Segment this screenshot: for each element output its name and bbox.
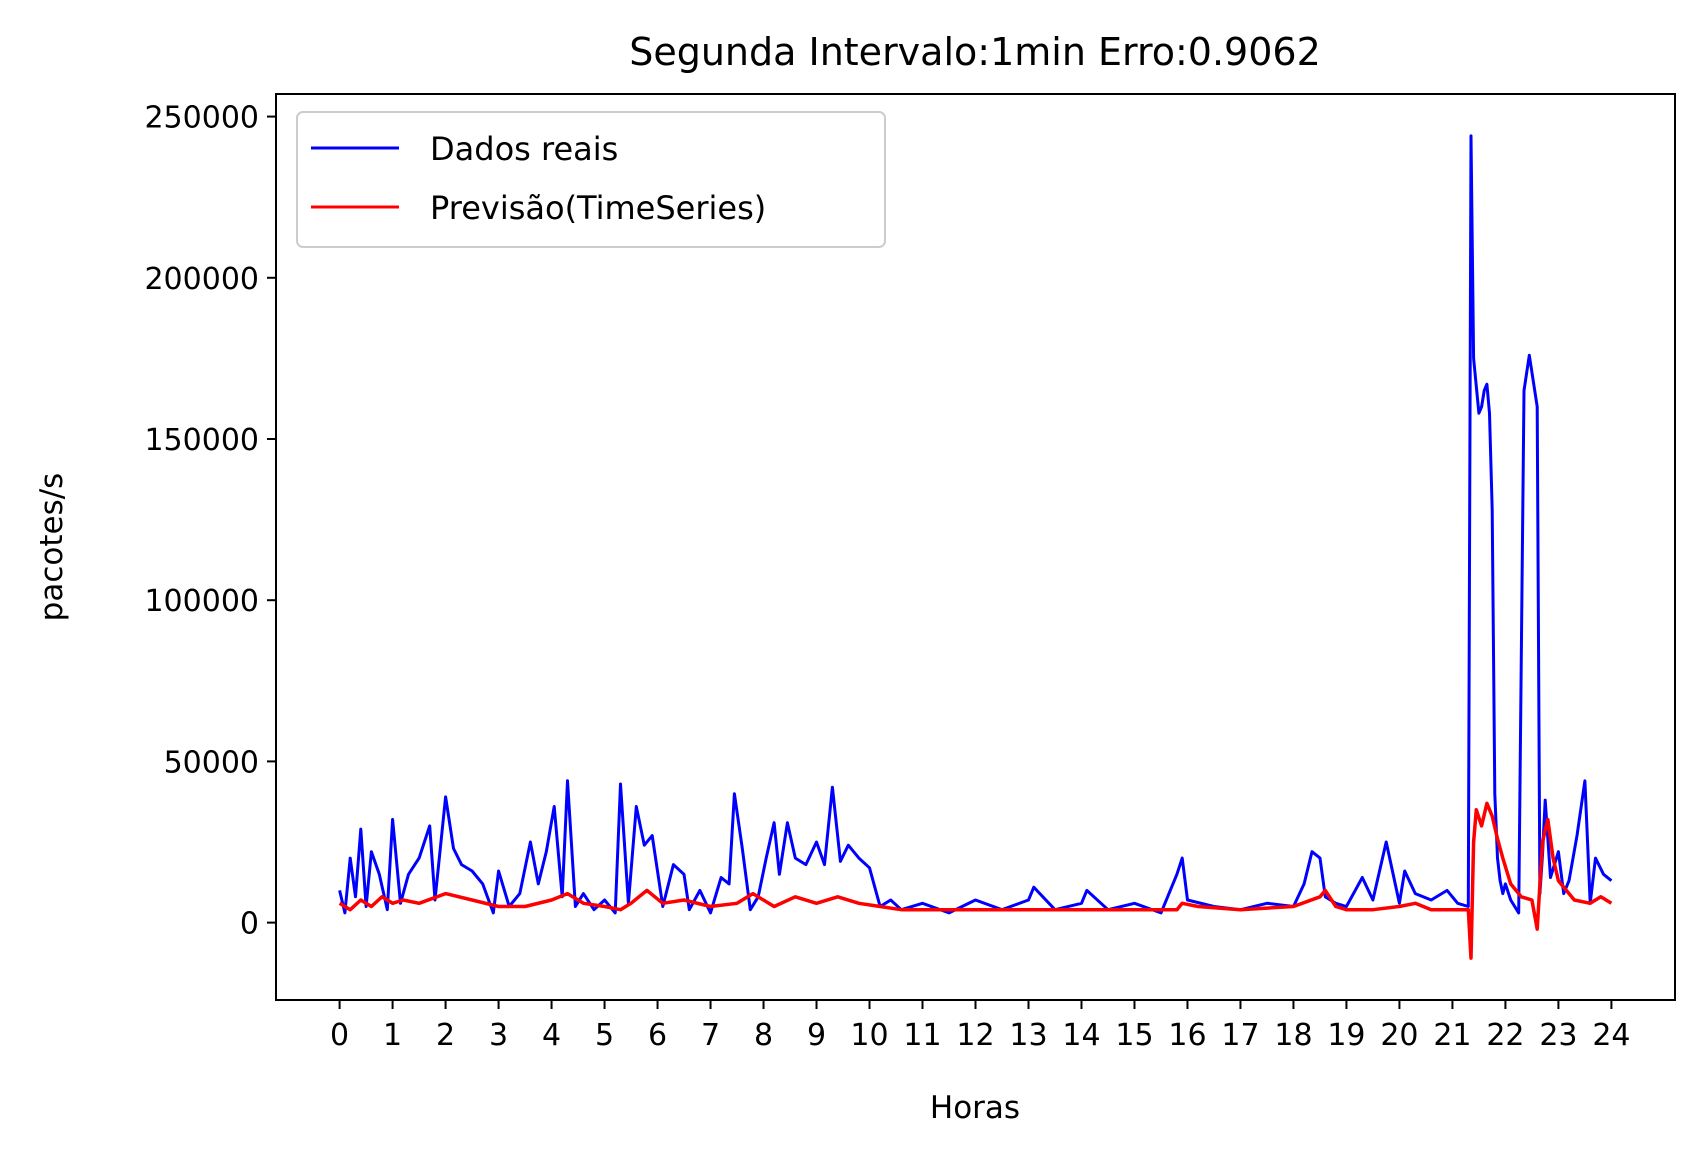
legend-box bbox=[296, 111, 886, 248]
x-tick-label: 7 bbox=[701, 1018, 720, 1053]
x-tick-label: 12 bbox=[956, 1018, 994, 1053]
legend: Dados reais Previsão(TimeSeries) bbox=[296, 111, 886, 248]
x-tick-label: 5 bbox=[595, 1018, 614, 1053]
series-line-previsao bbox=[338, 801, 1613, 960]
x-tick-label: 21 bbox=[1433, 1018, 1471, 1053]
x-tick-label: 9 bbox=[807, 1018, 826, 1053]
x-tick-label: 13 bbox=[1009, 1018, 1047, 1053]
legend-label-previsao: Previsão(TimeSeries) bbox=[430, 189, 766, 227]
x-axis-label: Horas bbox=[930, 1090, 1020, 1126]
x-tick-label: 8 bbox=[754, 1018, 773, 1053]
x-tick-label: 11 bbox=[903, 1018, 941, 1053]
x-tick-label: 14 bbox=[1062, 1018, 1100, 1053]
x-tick-label: 3 bbox=[489, 1018, 508, 1053]
x-tick-label: 17 bbox=[1221, 1018, 1259, 1053]
y-tick-label: 0 bbox=[240, 907, 259, 942]
x-tick-label: 10 bbox=[850, 1018, 888, 1053]
series-line-dados-reais bbox=[338, 134, 1613, 915]
x-tick-label: 18 bbox=[1274, 1018, 1312, 1053]
x-tick-label: 20 bbox=[1380, 1018, 1418, 1053]
y-tick-label: 100000 bbox=[144, 584, 259, 619]
x-axis: 0 1 2 3 4 5 6 7 8 9 10 11 12 13 14 15 16 17 18 19 20 21 22 23 24 bbox=[330, 1000, 1631, 1053]
x-tick-label: 22 bbox=[1486, 1018, 1524, 1053]
x-tick-label: 24 bbox=[1592, 1018, 1630, 1053]
x-tick-label: 15 bbox=[1115, 1018, 1153, 1053]
y-tick-label: 200000 bbox=[144, 262, 259, 297]
chart-title: Segunda Intervalo:1min Erro:0.9062 bbox=[629, 30, 1321, 74]
x-tick-label: 19 bbox=[1327, 1018, 1365, 1053]
y-tick-label: 250000 bbox=[144, 101, 259, 136]
x-tick-label: 2 bbox=[436, 1018, 455, 1053]
legend-label-dados-reais: Dados reais bbox=[430, 130, 618, 168]
y-axis-label: pacotes/s bbox=[34, 473, 70, 622]
y-tick-label: 50000 bbox=[164, 745, 259, 780]
y-tick-label: 150000 bbox=[144, 423, 259, 458]
x-tick-label: 1 bbox=[383, 1018, 402, 1053]
series-layer bbox=[338, 134, 1613, 960]
x-tick-label: 23 bbox=[1539, 1018, 1577, 1053]
y-axis: 0 50000 100000 150000 200000 250000 bbox=[144, 101, 276, 942]
x-tick-label: 6 bbox=[648, 1018, 667, 1053]
x-tick-label: 0 bbox=[330, 1018, 349, 1053]
x-tick-label: 4 bbox=[542, 1018, 561, 1053]
x-tick-label: 16 bbox=[1168, 1018, 1206, 1053]
